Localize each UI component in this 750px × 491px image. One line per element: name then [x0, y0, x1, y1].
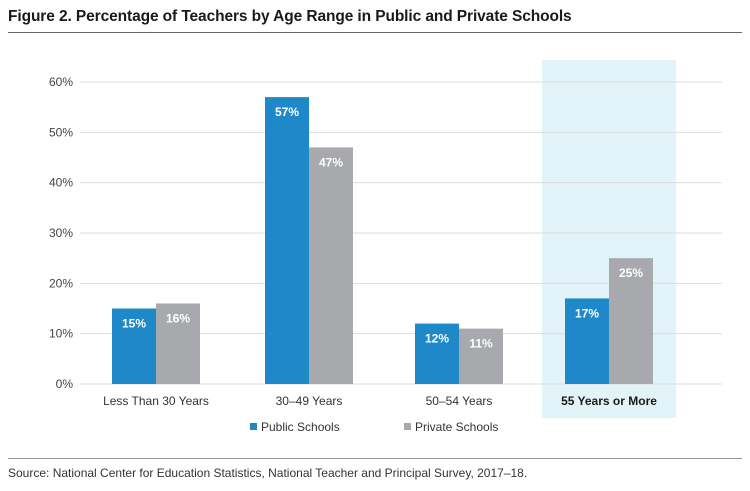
- x-category-label: 50–54 Years: [426, 394, 493, 408]
- x-category-label: Less Than 30 Years: [103, 394, 209, 408]
- figure-title: Figure 2. Percentage of Teachers by Age …: [8, 8, 572, 25]
- x-category-label: 55 Years or More: [561, 394, 657, 408]
- y-tick-label: 0%: [56, 377, 74, 391]
- private-schools-data-label: 47%: [319, 155, 343, 169]
- private-schools-bar: [609, 258, 653, 384]
- y-tick-label: 50%: [49, 125, 73, 139]
- private-schools-data-label: 16%: [166, 311, 190, 325]
- y-tick-label: 20%: [49, 276, 73, 290]
- legend-label: Private Schools: [415, 420, 498, 434]
- public-schools-data-label: 17%: [575, 306, 599, 320]
- public-schools-data-label: 15%: [122, 317, 146, 331]
- source-note: Source: National Center for Education St…: [8, 466, 528, 480]
- private-schools-bar: [459, 328, 503, 384]
- y-tick-label: 10%: [49, 327, 73, 341]
- private-schools-data-label: 25%: [619, 266, 643, 280]
- legend-label: Public Schools: [261, 420, 340, 434]
- title-divider: [8, 32, 742, 33]
- x-category-label: 30–49 Years: [276, 394, 343, 408]
- public-schools-bar: [415, 323, 459, 384]
- legend-swatch: [250, 423, 257, 430]
- source-divider: [8, 458, 742, 459]
- public-schools-data-label: 57%: [275, 105, 299, 119]
- bar-chart: 0% 10% 20% 30% 40% 50% 60% 15% 57% 12% 17% 16% 47% 11…: [49, 60, 722, 434]
- y-tick-label: 30%: [49, 226, 73, 240]
- public-schools-data-label: 12%: [425, 332, 449, 346]
- y-tick-label: 40%: [49, 176, 73, 190]
- public-schools-bar: [565, 298, 609, 384]
- public-schools-bar: [112, 308, 156, 384]
- public-schools-bar: [265, 97, 309, 384]
- private-schools-data-label: 11%: [469, 337, 493, 351]
- y-tick-label: 60%: [49, 75, 73, 89]
- legend-swatch: [404, 423, 411, 430]
- private-schools-bar: [156, 303, 200, 384]
- private-schools-bar: [309, 147, 353, 384]
